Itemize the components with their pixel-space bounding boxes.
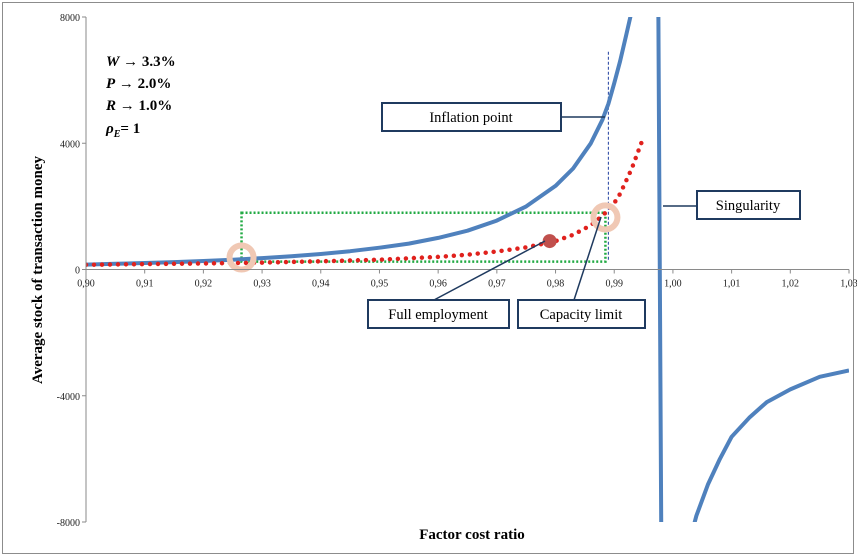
x-tick-label: 0,98 bbox=[547, 279, 565, 290]
label-inflation-point: Inflation point bbox=[429, 110, 512, 126]
x-tick-label: 0,97 bbox=[488, 279, 506, 290]
label-singularity: Singularity bbox=[716, 198, 781, 214]
axes bbox=[82, 16, 850, 523]
reference-rect-1 bbox=[240, 211, 607, 263]
x-tick-label: 1,00 bbox=[664, 279, 682, 290]
x-tick-label: 0,95 bbox=[371, 279, 389, 290]
x-tick-label: 1,01 bbox=[723, 279, 741, 290]
plot-area bbox=[86, 17, 849, 522]
param-rho: ρE= 1 bbox=[105, 121, 140, 140]
label-capacity-limit: Capacity limit bbox=[540, 307, 623, 323]
y-axis-title: Average stock of transaction money bbox=[30, 155, 46, 384]
annotations: Inflation point Singularity Full employm… bbox=[367, 102, 801, 329]
parameter-block: W → 3.3% P → 2.0% R → 1.0% ρE= 1 bbox=[105, 54, 176, 140]
y-tick-label: 4000 bbox=[60, 139, 80, 150]
x-tick-label: 0,90 bbox=[77, 279, 95, 290]
x-tick-label: 0,92 bbox=[195, 279, 213, 290]
param-r: R → 1.0% bbox=[105, 98, 172, 114]
y-tick-label: 0 bbox=[75, 266, 80, 277]
series-line-3 bbox=[86, 134, 646, 268]
series-line-2 bbox=[692, 368, 849, 522]
x-axis-title: Factor cost ratio bbox=[419, 527, 525, 543]
plot-marks bbox=[86, 17, 849, 522]
callout-inflation-point: Inflation point bbox=[381, 102, 605, 132]
callout-capacity-limit: Capacity limit bbox=[517, 216, 646, 329]
series-line-1 bbox=[656, 17, 664, 522]
x-tick-label: 0,93 bbox=[253, 279, 271, 290]
x-tick-label: 0,94 bbox=[312, 279, 330, 290]
y-tick-label: -8000 bbox=[57, 518, 80, 529]
label-full-employment: Full employment bbox=[388, 307, 487, 323]
series-line-0 bbox=[86, 17, 633, 267]
x-tick-label: 1,02 bbox=[782, 279, 800, 290]
x-tick-label: 0,99 bbox=[605, 279, 623, 290]
x-tick-label: 0,96 bbox=[429, 279, 447, 290]
x-tick-label: 1,03 bbox=[840, 279, 857, 290]
y-tick-label: -4000 bbox=[57, 392, 80, 403]
param-w: W → 3.3% bbox=[106, 54, 176, 70]
callout-full-employment: Full employment bbox=[367, 240, 546, 329]
marker-dot-2 bbox=[542, 234, 557, 249]
y-tick-label: 8000 bbox=[60, 13, 80, 24]
param-p: P → 2.0% bbox=[106, 76, 171, 92]
callout-singularity: Singularity bbox=[663, 190, 801, 220]
x-tick-label: 0,91 bbox=[136, 279, 154, 290]
tick-labels: 0,90 0,91 0,92 0,93 0,94 0,95 0,96 0,97 0,98 0,99… bbox=[57, 13, 857, 529]
marker-halo-1 bbox=[590, 202, 621, 233]
